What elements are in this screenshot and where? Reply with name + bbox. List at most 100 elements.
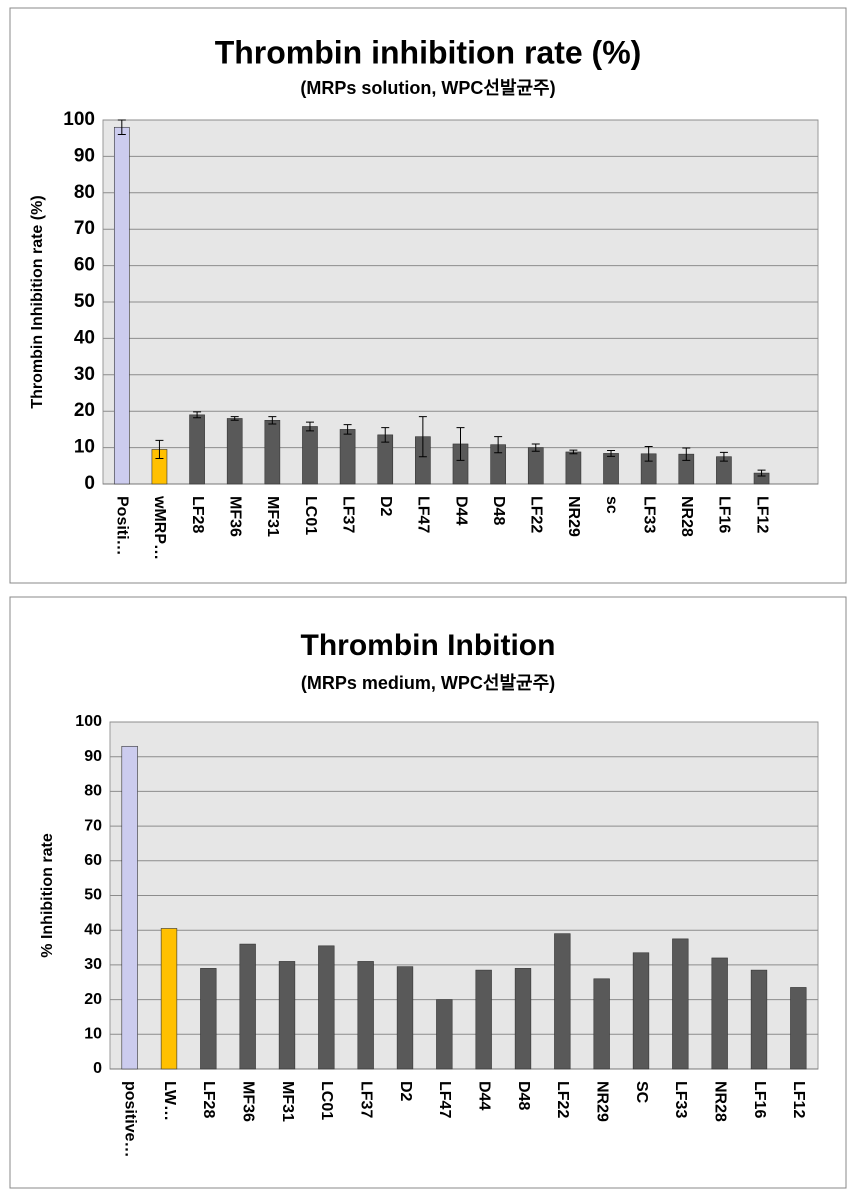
chart-title: Thrombin Inbition xyxy=(301,629,556,662)
x-tick-label: MF36 xyxy=(226,496,243,537)
y-tick-label: 30 xyxy=(74,364,95,385)
x-tick-label: positive… xyxy=(121,1081,138,1157)
x-tick-label: LF12 xyxy=(753,496,770,533)
x-tick-label: D48 xyxy=(490,496,507,525)
x-tick-label: LC01 xyxy=(302,496,319,535)
bar xyxy=(475,969,492,1070)
x-tick-label: LC01 xyxy=(318,1081,335,1120)
bar xyxy=(514,968,532,1070)
y-axis-title: Thrombin Inhibition rate (%) xyxy=(29,195,46,408)
bar xyxy=(239,943,256,1070)
y-axis-title: % Inhibition rate xyxy=(39,833,56,958)
x-tick-label: SC xyxy=(633,1081,650,1104)
bar xyxy=(318,945,335,1070)
error-bar xyxy=(381,427,390,443)
x-tick-label: LW… xyxy=(161,1081,178,1121)
chart-subtitle: (MRPs medium, WPC선발균주) xyxy=(301,673,555,693)
y-tick-label: 40 xyxy=(84,921,102,938)
y-tick-label: 0 xyxy=(84,473,95,494)
x-tick-label: NR28 xyxy=(711,1081,728,1122)
x-tick-label: LF47 xyxy=(415,496,432,533)
y-tick-label: 90 xyxy=(74,145,95,166)
bar xyxy=(672,938,689,1070)
error-bar xyxy=(268,416,277,425)
x-tick-label: D44 xyxy=(475,1081,492,1110)
y-tick-label: 20 xyxy=(74,400,95,421)
error-bar xyxy=(155,439,164,460)
x-tick-label: MF36 xyxy=(239,1081,256,1122)
x-tick-label: D2 xyxy=(397,1081,414,1102)
x-tick-label: sc xyxy=(603,496,620,514)
y-tick-label: 40 xyxy=(74,327,95,348)
bar xyxy=(264,419,281,485)
bar xyxy=(357,961,374,1070)
x-tick-label: NR29 xyxy=(565,496,582,537)
y-tick-label: 60 xyxy=(84,852,102,869)
bar xyxy=(750,969,768,1070)
x-tick-label: wMRP… xyxy=(151,495,168,560)
bar xyxy=(200,968,217,1070)
x-tick-label: LF22 xyxy=(554,1081,571,1118)
error-bar xyxy=(757,469,766,477)
x-tick-label: LF28 xyxy=(189,496,206,533)
bar xyxy=(121,745,138,1070)
x-tick-label: Positi… xyxy=(114,496,131,556)
bar xyxy=(278,961,296,1070)
bar xyxy=(554,933,571,1070)
x-tick-label: LF33 xyxy=(672,1081,689,1118)
x-tick-label: NR28 xyxy=(678,496,695,537)
error-bar xyxy=(644,446,653,462)
y-tick-label: 90 xyxy=(84,748,102,765)
y-tick-label: 100 xyxy=(63,109,95,130)
x-tick-label: LF37 xyxy=(339,496,356,533)
error-bar xyxy=(569,449,578,455)
x-tick-label: MF31 xyxy=(264,496,281,537)
bar xyxy=(160,928,178,1070)
x-tick-label: D44 xyxy=(452,496,469,525)
error-bar xyxy=(230,416,239,421)
x-tick-label: LF16 xyxy=(716,496,733,533)
error-bar xyxy=(531,443,540,452)
bar xyxy=(436,999,453,1070)
x-tick-label: D48 xyxy=(515,1081,532,1110)
chart-subtitle: (MRPs solution, WPC선발균주) xyxy=(300,78,555,98)
error-bar xyxy=(193,411,202,419)
y-tick-label: 20 xyxy=(84,991,102,1008)
x-tick-label: LF47 xyxy=(436,1081,453,1118)
error-bar xyxy=(117,119,126,136)
x-tick-label: LF28 xyxy=(200,1081,217,1118)
bar xyxy=(565,451,582,485)
bar xyxy=(527,447,544,485)
x-tick-label: LF33 xyxy=(640,496,657,533)
y-tick-label: 70 xyxy=(74,218,95,239)
bar xyxy=(339,429,356,485)
y-tick-label: 100 xyxy=(75,713,102,730)
x-tick-label: D2 xyxy=(377,496,394,517)
y-tick-label: 10 xyxy=(84,1026,102,1043)
x-tick-label: MF31 xyxy=(279,1081,296,1122)
x-tick-label: LF37 xyxy=(357,1081,374,1118)
y-tick-label: 30 xyxy=(84,956,102,973)
y-tick-label: 50 xyxy=(84,887,102,904)
error-bar xyxy=(682,447,691,461)
x-tick-label: LF22 xyxy=(528,496,545,533)
y-tick-label: 80 xyxy=(84,783,102,800)
bar xyxy=(396,966,414,1070)
bar xyxy=(632,952,650,1070)
bar xyxy=(790,987,807,1070)
y-tick-label: 0 xyxy=(93,1060,102,1077)
bar xyxy=(189,414,205,485)
y-tick-label: 70 xyxy=(84,817,102,834)
error-bar xyxy=(418,416,427,458)
error-bar xyxy=(719,451,728,462)
error-bar xyxy=(607,450,616,457)
bar xyxy=(711,957,728,1070)
error-bar xyxy=(305,421,314,432)
error-bar xyxy=(343,424,352,435)
y-tick-label: 10 xyxy=(74,437,95,458)
x-tick-label: LF12 xyxy=(790,1081,807,1118)
x-tick-label: NR29 xyxy=(593,1081,610,1122)
y-tick-label: 50 xyxy=(74,291,95,312)
bar xyxy=(226,418,243,485)
